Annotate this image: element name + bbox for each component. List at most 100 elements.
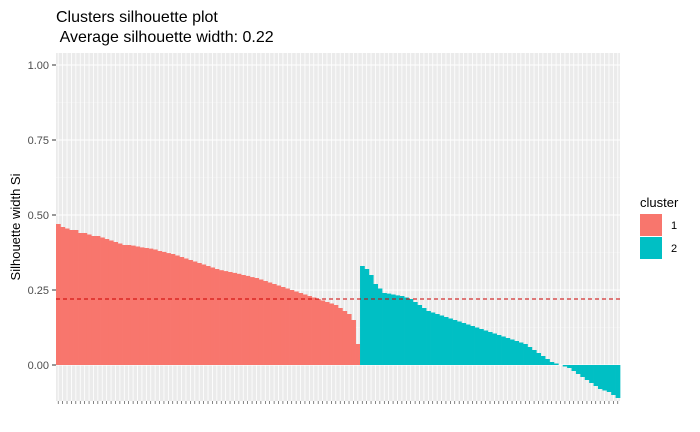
bar-cluster-2 [390,294,396,365]
bar-cluster-2 [364,269,370,365]
bar-cluster-2 [483,330,489,365]
bar-cluster-2 [479,329,484,365]
bar-cluster-1 [258,279,264,365]
legend-key-1 [640,214,662,236]
bar-cluster-2 [571,365,577,371]
bar-cluster-2 [474,327,480,365]
bar-cluster-2 [456,321,462,365]
bar-cluster-1 [64,228,70,365]
bar-cluster-1 [130,245,136,365]
bar-cluster-1 [223,271,229,365]
bar-cluster-2 [461,323,467,365]
bar-cluster-1 [197,263,202,365]
bar-cluster-2 [417,305,423,365]
bar-cluster-1 [214,269,220,365]
bar-cluster-2 [509,339,515,365]
bar-cluster-2 [434,314,440,365]
bar-cluster-1 [271,284,277,365]
y-axis-label: Silhouette width Si [8,173,23,280]
bar-cluster-2 [527,347,533,365]
bar-cluster-2 [386,293,392,365]
bar-cluster-2 [426,311,431,365]
bar-cluster-1 [188,260,193,365]
bar-cluster-2 [501,336,506,365]
bar-cluster-1 [192,261,198,365]
y-axis: 0.00 0.25 0.50 0.75 1.00 [28,60,56,372]
bar-cluster-1 [302,294,308,365]
bar-cluster-1 [249,277,255,365]
bar-cluster-1 [276,285,282,365]
bar-cluster-2 [487,332,493,365]
bar-cluster-1 [324,302,330,365]
bar-cluster-1 [166,253,171,365]
y-tick-label: 0.50 [28,210,49,222]
bar-cluster-1 [113,242,119,365]
bar-cluster-2 [531,350,537,365]
bar-cluster-2 [584,365,590,380]
bar-cluster-1 [293,291,299,365]
bar-cluster-2 [496,335,502,365]
bar-cluster-2 [430,312,436,365]
bar-cluster-1 [320,300,326,365]
bar-cluster-1 [263,281,268,365]
bar-cluster-1 [108,240,114,365]
y-tick-label: 0.00 [28,360,49,372]
bar-cluster-1 [126,245,132,365]
bar-cluster-2 [545,359,550,365]
chart-subtitle: Average silhouette width: 0.22 [56,29,274,46]
bar-cluster-1 [95,236,101,365]
bar-cluster-2 [395,295,401,365]
bar-cluster-1 [152,249,158,365]
bar-cluster-1 [346,314,352,365]
bar-cluster-1 [144,248,149,365]
bar-cluster-1 [139,247,145,365]
bar-cluster-1 [161,251,167,365]
legend-title: cluster [640,195,679,210]
y-tick-label: 0.75 [28,135,49,147]
bar-cluster-2 [549,362,555,365]
bar-cluster-1 [205,266,211,365]
bar-cluster-1 [60,227,66,365]
bar-cluster-1 [333,305,339,365]
bar-cluster-1 [174,255,180,365]
bar-cluster-1 [315,299,321,365]
bar-cluster-2 [567,365,572,368]
bar-cluster-1 [73,230,79,365]
bar-cluster-1 [254,278,260,365]
bar-cluster-1 [69,230,74,365]
bar-cluster-2 [597,365,603,389]
bar-cluster-2 [373,284,379,365]
bar-cluster-1 [179,257,185,365]
bar-cluster-2 [580,365,586,377]
bar-cluster-2 [421,308,427,365]
bar-cluster-1 [285,288,290,365]
legend: cluster 12 [640,195,679,259]
bar-cluster-1 [86,234,92,365]
bar-cluster-2 [368,275,374,365]
bar-cluster-1 [329,303,334,365]
bar-cluster-2 [377,288,383,365]
bar-cluster-2 [514,341,520,365]
bar-cluster-2 [562,365,568,367]
bar-cluster-2 [540,356,546,365]
bar-cluster-2 [606,365,612,392]
bar-cluster-1 [148,248,154,365]
bar-cluster-2 [465,324,471,365]
bar-cluster-2 [602,365,608,391]
bar-cluster-2 [470,326,475,365]
bar-cluster-2 [536,353,542,365]
bar-cluster-1 [311,297,317,365]
bar-cluster-2 [553,363,559,365]
bar-cluster-1 [245,275,251,365]
bar-cluster-1 [104,239,110,365]
bar-cluster-2 [399,296,405,365]
bar-cluster-1 [201,264,207,365]
bar-cluster-2 [518,342,524,365]
bar-cluster-2 [523,344,528,365]
bar-cluster-1 [100,237,105,365]
bar-cluster-1 [241,275,246,365]
bar-cluster-1 [91,236,97,365]
bar-cluster-2 [452,320,458,365]
bar-cluster-1 [236,273,242,365]
